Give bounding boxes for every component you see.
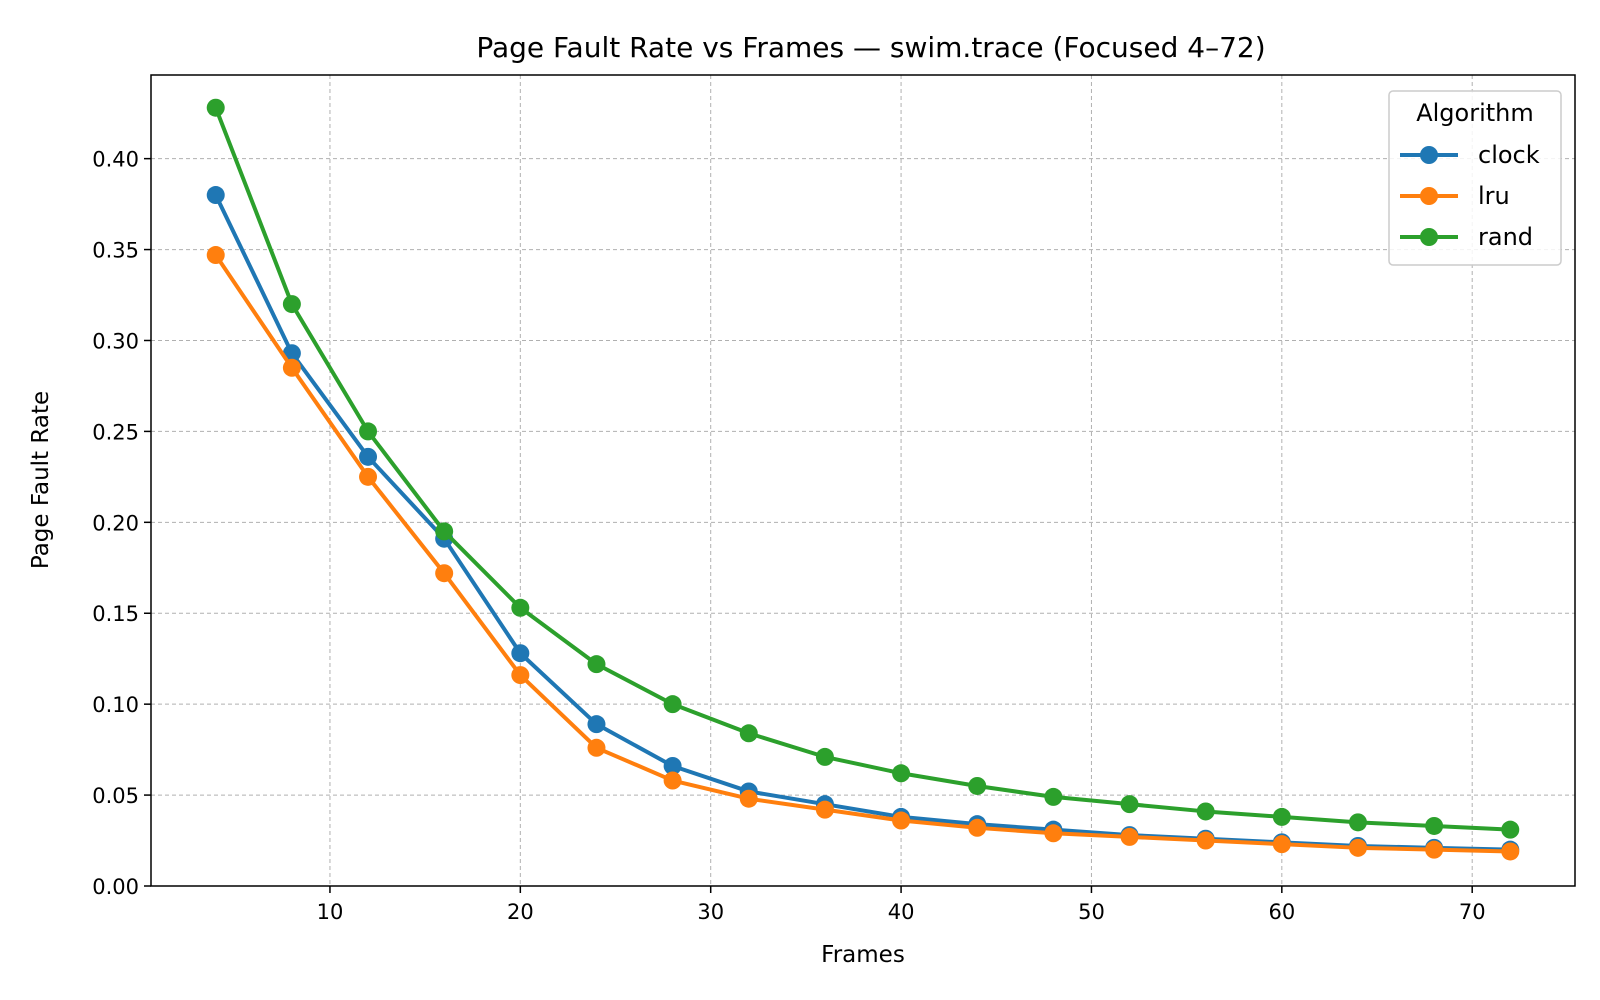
data-point-rand <box>663 695 682 714</box>
data-point-lru <box>1044 824 1063 843</box>
data-point-lru <box>587 738 606 757</box>
data-point-clock <box>359 447 378 466</box>
data-point-lru <box>663 771 682 790</box>
legend-item-lru: lru <box>1400 182 1510 210</box>
y-tick-label: 0.35 <box>92 239 139 263</box>
y-tick-label: 0.15 <box>92 602 139 626</box>
data-point-clock <box>663 756 682 775</box>
legend-item-clock: clock <box>1400 141 1540 169</box>
series-line-lru <box>213 253 1513 854</box>
y-tick-label: 0.05 <box>92 784 139 808</box>
y-tick-label: 0.00 <box>92 875 139 899</box>
legend: Algorithm clock lru rand <box>1388 90 1562 266</box>
data-point-clock <box>587 715 606 734</box>
legend-label-clock: clock <box>1478 141 1540 169</box>
data-point-rand <box>739 724 758 743</box>
x-axis-ticks: 10 20 30 40 50 60 70 <box>317 886 1486 924</box>
legend-frame <box>1388 90 1562 266</box>
series-line-rand <box>213 105 1513 832</box>
x-axis-label: Frames <box>821 942 905 968</box>
data-point-lru <box>739 789 758 808</box>
data-point-lru <box>206 246 225 265</box>
x-tick-label: 50 <box>1078 900 1105 924</box>
data-point-rand <box>282 295 301 314</box>
y-tick-label: 0.25 <box>92 420 139 444</box>
data-point-rand <box>1348 813 1367 832</box>
series-lru <box>206 246 1520 861</box>
data-point-rand <box>587 655 606 674</box>
y-tick-label: 0.20 <box>92 511 139 535</box>
x-tick-label: 20 <box>507 900 534 924</box>
legend-marker-lru <box>1420 187 1438 205</box>
data-point-lru <box>511 666 530 685</box>
data-point-rand <box>1120 795 1139 814</box>
data-point-lru <box>1272 835 1291 854</box>
x-tick-label: 10 <box>317 900 344 924</box>
legend-label-lru: lru <box>1478 182 1510 210</box>
data-point-lru <box>1120 827 1139 846</box>
data-point-lru <box>1196 831 1215 850</box>
data-point-rand <box>511 598 530 617</box>
data-point-lru <box>1501 842 1520 861</box>
data-point-lru <box>1348 838 1367 857</box>
legend-marker-clock <box>1420 146 1438 164</box>
data-point-lru <box>282 358 301 377</box>
data-point-lru <box>359 467 378 486</box>
x-tick-label: 70 <box>1459 900 1486 924</box>
data-point-rand <box>892 764 911 783</box>
chart-title: Page Fault Rate vs Frames — swim.trace (… <box>476 31 1265 64</box>
data-point-lru <box>892 811 911 830</box>
data-point-lru <box>815 800 834 819</box>
data-point-clock <box>511 644 530 663</box>
data-point-rand <box>1044 787 1063 806</box>
legend-item-rand: rand <box>1400 223 1533 251</box>
data-point-rand <box>435 522 454 541</box>
y-tick-label: 0.30 <box>92 329 139 353</box>
data-point-lru <box>968 818 987 837</box>
series-layer <box>206 98 1520 861</box>
series-rand <box>206 98 1520 839</box>
data-point-lru <box>1425 840 1444 859</box>
data-point-rand <box>1196 802 1215 821</box>
y-axis-ticks: 0.00 0.05 0.10 0.15 0.20 0.25 0.30 0.35 0.40 <box>92 148 151 899</box>
data-point-rand <box>359 422 378 441</box>
data-point-rand <box>815 747 834 766</box>
data-point-rand <box>206 98 225 117</box>
plot-frame <box>150 74 1576 887</box>
data-point-rand <box>1425 816 1444 835</box>
y-axis-label: Page Fault Rate <box>28 391 54 569</box>
y-tick-label: 0.10 <box>92 693 139 717</box>
data-point-clock <box>206 186 225 205</box>
data-point-lru <box>435 564 454 583</box>
data-point-rand <box>1501 820 1520 839</box>
x-tick-label: 60 <box>1268 900 1295 924</box>
x-tick-label: 30 <box>697 900 724 924</box>
y-tick-label: 0.40 <box>92 148 139 172</box>
legend-marker-rand <box>1420 228 1438 246</box>
data-point-rand <box>1272 807 1291 826</box>
legend-label-rand: rand <box>1478 223 1533 251</box>
data-point-rand <box>968 776 987 795</box>
x-tick-label: 40 <box>888 900 915 924</box>
legend-title: Algorithm <box>1416 99 1534 127</box>
legend-items: clock lru rand <box>1400 141 1540 251</box>
